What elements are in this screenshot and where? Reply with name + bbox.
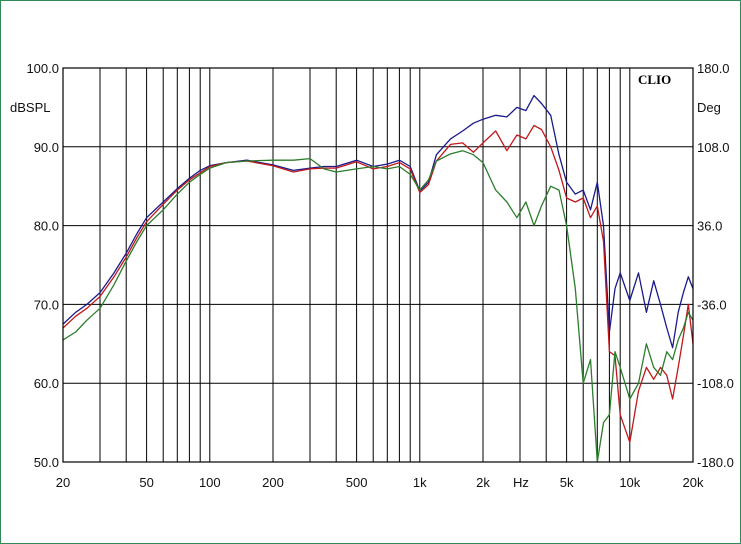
x-tick-label: 1k — [413, 475, 427, 490]
x-tick-label: 200 — [262, 475, 284, 490]
y2-tick-label: -108.0 — [697, 376, 734, 391]
tick-labels: 20 50 100 200 500 1k 2k 5k 10k 20k 50.0 60.0 70.0 80.… — [26, 61, 733, 490]
y-tick-label: 100.0 — [26, 61, 59, 76]
x-tick-label: 50 — [139, 475, 153, 490]
plot-area — [62, 67, 694, 463]
x-tick-label: 5k — [560, 475, 574, 490]
y2-tick-label: 36.0 — [697, 219, 722, 234]
plot-border — [62, 67, 694, 463]
x-tick-label: 20 — [56, 475, 70, 490]
x-tick-label: 20k — [683, 475, 704, 490]
x-tick-label: 100 — [199, 475, 221, 490]
y-tick-label: 60.0 — [34, 376, 59, 391]
series-line-1 — [62, 94, 694, 349]
y-tick-label: 90.0 — [34, 140, 59, 155]
x-tick-label: 2k — [476, 475, 490, 490]
brand-label: CLIO — [638, 72, 671, 87]
y-tick-label: 50.0 — [34, 455, 59, 470]
left-axis-unit: dBSPL — [10, 100, 50, 115]
series-line-3 — [62, 150, 694, 463]
x-axis-unit: Hz — [513, 475, 529, 490]
x-tick-label: 500 — [346, 475, 368, 490]
y-tick-label: 80.0 — [34, 219, 59, 234]
y2-tick-label: -36.0 — [697, 297, 727, 312]
y2-tick-label: 108.0 — [697, 140, 730, 155]
right-axis-unit: Deg — [697, 100, 721, 115]
series-line-2 — [62, 124, 694, 443]
y2-tick-label: 180.0 — [697, 61, 730, 76]
y2-tick-label: -180.0 — [697, 455, 734, 470]
x-tick-label: 10k — [619, 475, 640, 490]
series-layer — [62, 94, 694, 463]
y-tick-label: 70.0 — [34, 297, 59, 312]
